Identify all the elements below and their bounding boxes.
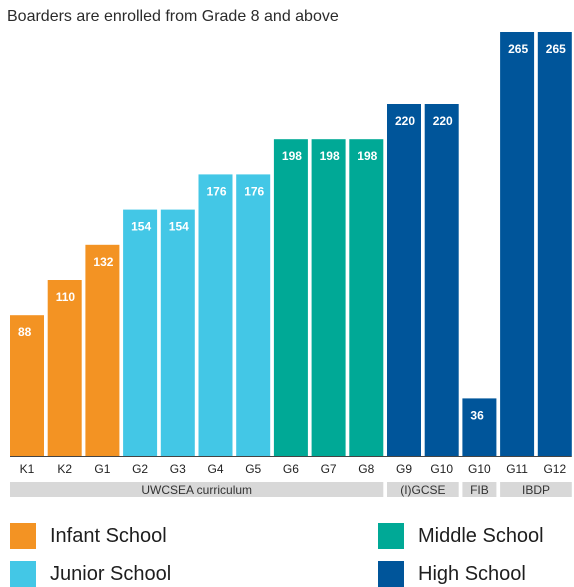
legend-label-high: High School — [418, 563, 526, 586]
bar — [312, 139, 346, 456]
legend-item-high: High School — [378, 561, 526, 587]
bar-value-label: 198 — [357, 149, 377, 163]
x-tick-label: G9 — [396, 462, 412, 476]
x-tick-label: G10 — [430, 462, 453, 476]
curriculum-group-label: FIB — [470, 483, 489, 497]
x-tick-label: K2 — [57, 462, 72, 476]
bar-chart: 88 K1 110 K2 132 G1 154 G2 154 G3 176 G4 176 G5 198 G6 1… — [0, 0, 574, 500]
bar — [123, 210, 157, 456]
legend-swatch-high — [378, 561, 404, 587]
x-tick-label: G1 — [94, 462, 110, 476]
x-tick-label: G5 — [245, 462, 261, 476]
x-tick-label: G4 — [207, 462, 223, 476]
bar — [349, 139, 383, 456]
curriculum-group-label: IBDP — [522, 483, 550, 497]
curriculum-group-label: (I)GCSE — [400, 483, 445, 497]
bar-value-label: 198 — [320, 149, 340, 163]
bar — [538, 32, 572, 456]
bar — [161, 210, 195, 456]
x-tick-label: K1 — [20, 462, 35, 476]
x-tick-label: G12 — [543, 462, 566, 476]
bar — [48, 280, 82, 456]
bar-value-label: 220 — [433, 114, 453, 128]
bar-value-label: 265 — [546, 42, 566, 56]
x-tick-label: G11 — [506, 462, 528, 476]
x-tick-label: G6 — [283, 462, 299, 476]
bar-value-label: 198 — [282, 149, 302, 163]
x-tick-label: G7 — [321, 462, 337, 476]
bar-value-label: 132 — [93, 255, 113, 269]
legend-label-junior: Junior School — [50, 563, 171, 586]
legend-item-infant: Infant School — [10, 523, 167, 549]
bar — [236, 174, 270, 456]
legend-label-infant: Infant School — [50, 525, 167, 548]
bar — [274, 139, 308, 456]
x-tick-label: G2 — [132, 462, 148, 476]
bar — [85, 245, 119, 456]
legend-item-junior: Junior School — [10, 561, 171, 587]
bar-value-label: 265 — [508, 42, 528, 56]
legend-item-middle: Middle School — [378, 523, 544, 549]
bar-value-label: 36 — [470, 408, 484, 422]
bar-value-label: 220 — [395, 114, 415, 128]
bar — [462, 398, 496, 456]
bar-value-label: 176 — [244, 184, 264, 198]
x-tick-label: G10 — [468, 462, 491, 476]
legend-swatch-junior — [10, 561, 36, 587]
curriculum-group-label: UWCSEA curriculum — [141, 483, 252, 497]
bar — [425, 104, 459, 456]
legend-swatch-middle — [378, 523, 404, 549]
legend-swatch-infant — [10, 523, 36, 549]
bar-value-label: 176 — [207, 184, 227, 198]
legend-label-middle: Middle School — [418, 525, 544, 548]
bar — [500, 32, 534, 456]
x-tick-label: G3 — [170, 462, 186, 476]
bar — [387, 104, 421, 456]
bar — [199, 174, 233, 456]
bar-value-label: 88 — [18, 325, 32, 339]
bar-value-label: 110 — [56, 290, 76, 304]
x-tick-label: G8 — [358, 462, 374, 476]
bar-value-label: 154 — [131, 220, 151, 234]
bar-value-label: 154 — [169, 220, 189, 234]
